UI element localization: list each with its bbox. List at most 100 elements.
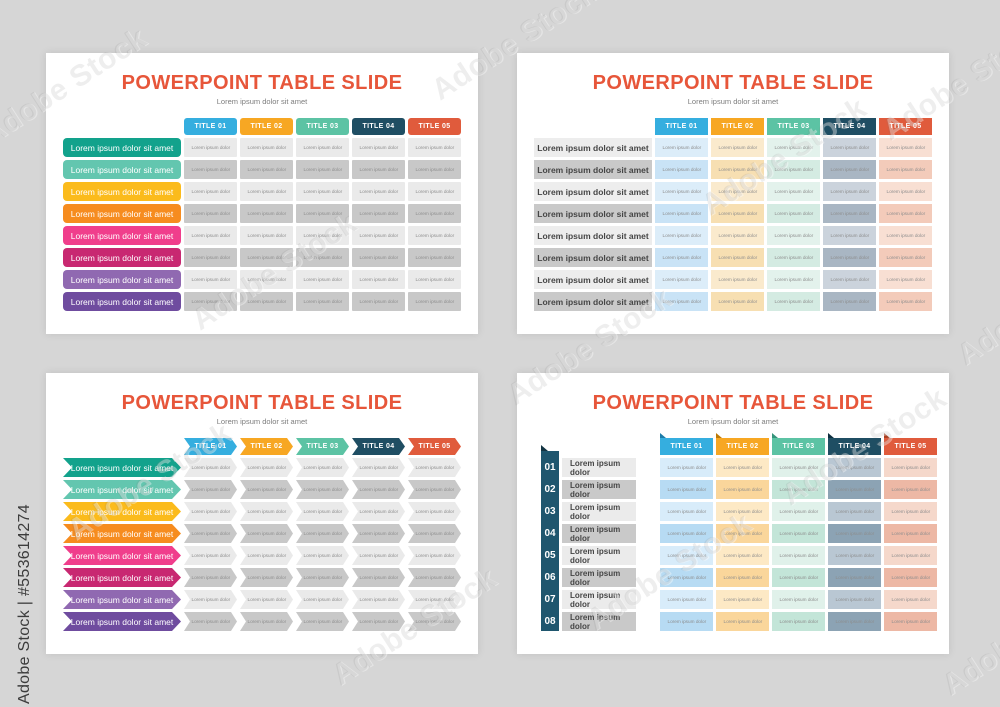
slide-4-table: TITLE 01 TITLE 02 TITLE 03 TITLE 04 TITLE 05… [541,438,937,631]
data-cell: Lorem ipsum dolor [884,458,937,477]
data-cell: Lorem ipsum dolor [184,138,237,157]
header-spacer [63,118,181,135]
data-cell: Lorem ipsum dolor [879,270,932,289]
data-cell: Lorem ipsum dolor [240,502,293,521]
data-cell: Lorem ipsum dolor [352,590,405,609]
data-cell: Lorem ipsum dolor [716,546,769,565]
data-cell: Lorem ipsum dolor [184,612,237,631]
header-spacer [562,438,636,455]
data-cell: Lorem ipsum dolor [879,138,932,157]
data-cell: Lorem ipsum dolor [352,292,405,311]
row-number: 04 [544,528,556,539]
slide-template-rounded: POWERPOINT TABLE SLIDE Lorem ipsum dolor… [46,53,478,334]
data-cell: Lorem ipsum dolor [240,568,293,587]
data-cell: Lorem ipsum dolor [767,248,820,267]
data-cell: Lorem ipsum dolor [716,480,769,499]
data-cell: Lorem ipsum dolor [711,292,764,311]
data-cell: Lorem ipsum dolor [767,270,820,289]
row-label: Lorem ipsum dolor sit amet [63,502,181,521]
row-label: Lorem ipsum dolor [562,502,636,521]
row-label: Lorem ipsum dolor sit amet [534,182,652,201]
data-cell: Lorem ipsum dolor [184,270,237,289]
header-cell: TITLE 01 [184,118,237,135]
data-cell: Lorem ipsum dolor [352,226,405,245]
row-label: Lorem ipsum dolor sit amet [63,182,181,201]
data-cell: Lorem ipsum dolor [184,524,237,543]
data-cell: Lorem ipsum dolor [823,292,876,311]
data-cell: Lorem ipsum dolor [828,502,881,521]
data-cell: Lorem ipsum dolor [352,204,405,223]
data-cell: Lorem ipsum dolor [240,590,293,609]
data-cell: Lorem ipsum dolor [884,502,937,521]
header-cell: TITLE 04 [352,118,405,135]
data-cell: Lorem ipsum dolor [408,458,461,477]
data-cell: Lorem ipsum dolor [240,292,293,311]
data-cell: Lorem ipsum dolor [408,524,461,543]
row-spacer [639,612,657,631]
data-cell: Lorem ipsum dolor [655,204,708,223]
row-label: Lorem ipsum dolor [562,590,636,609]
data-cell: Lorem ipsum dolor [352,248,405,267]
data-cell: Lorem ipsum dolor [884,546,937,565]
data-cell: Lorem ipsum dolor [184,546,237,565]
header-cell: TITLE 04 [352,438,405,455]
header-cell: TITLE 01 [655,118,708,135]
row-label: Lorem ipsum dolor sit amet [534,248,652,267]
row-label: Lorem ipsum dolor sit amet [63,226,181,245]
row-label: Lorem ipsum dolor sit amet [534,270,652,289]
data-cell: Lorem ipsum dolor [655,160,708,179]
data-cell: Lorem ipsum dolor [655,248,708,267]
data-cell: Lorem ipsum dolor [772,458,825,477]
row-number: 06 [544,572,556,583]
data-cell: Lorem ipsum dolor [884,590,937,609]
data-cell: Lorem ipsum dolor [240,204,293,223]
data-cell: Lorem ipsum dolor [296,226,349,245]
adobe-stock-watermark: Adobe Stock [950,241,1000,372]
row-label: Lorem ipsum dolor sit amet [63,458,181,477]
data-cell: Lorem ipsum dolor [655,138,708,157]
row-label: Lorem ipsum dolor [562,612,636,631]
data-cell: Lorem ipsum dolor [240,160,293,179]
data-cell: Lorem ipsum dolor [296,160,349,179]
header-cell: TITLE 03 [296,438,349,455]
row-label: Lorem ipsum dolor sit amet [63,612,181,631]
row-label: Lorem ipsum dolor sit amet [63,270,181,289]
data-cell: Lorem ipsum dolor [240,458,293,477]
header-cell: TITLE 02 [240,438,293,455]
data-cell: Lorem ipsum dolor [408,182,461,201]
slide-3-table: TITLE 01 TITLE 02 TITLE 03 TITLE 04 TITLE 05… [63,438,461,631]
header-spacer [63,438,181,455]
data-cell: Lorem ipsum dolor [352,546,405,565]
row-number-bar [541,451,559,631]
data-cell: Lorem ipsum dolor [240,480,293,499]
row-label: Lorem ipsum dolor sit amet [63,160,181,179]
row-spacer [639,480,657,499]
data-cell: Lorem ipsum dolor [828,568,881,587]
data-cell: Lorem ipsum dolor [352,524,405,543]
header-cell: TITLE 05 [408,118,461,135]
data-cell: Lorem ipsum dolor [352,160,405,179]
data-cell: Lorem ipsum dolor [240,524,293,543]
data-cell: Lorem ipsum dolor [352,612,405,631]
row-number: 02 [544,484,556,495]
data-cell: Lorem ipsum dolor [296,292,349,311]
data-cell: Lorem ipsum dolor [767,292,820,311]
data-cell: Lorem ipsum dolor [655,226,708,245]
data-cell: Lorem ipsum dolor [660,480,713,499]
data-cell: Lorem ipsum dolor [408,248,461,267]
data-cell: Lorem ipsum dolor [184,226,237,245]
data-cell: Lorem ipsum dolor [655,182,708,201]
data-cell: Lorem ipsum dolor [772,546,825,565]
data-cell: Lorem ipsum dolor [296,590,349,609]
data-cell: Lorem ipsum dolor [879,182,932,201]
data-cell: Lorem ipsum dolor [352,182,405,201]
row-label: Lorem ipsum dolor sit amet [63,546,181,565]
row-spacer [639,546,657,565]
data-cell: Lorem ipsum dolor [823,160,876,179]
data-cell: Lorem ipsum dolor [184,590,237,609]
row-label: Lorem ipsum dolor [562,458,636,477]
data-cell: Lorem ipsum dolor [352,568,405,587]
data-cell: Lorem ipsum dolor [711,160,764,179]
data-cell: Lorem ipsum dolor [767,204,820,223]
adobe-stock-id-watermark: Adobe Stock | #553614274 [16,504,33,704]
